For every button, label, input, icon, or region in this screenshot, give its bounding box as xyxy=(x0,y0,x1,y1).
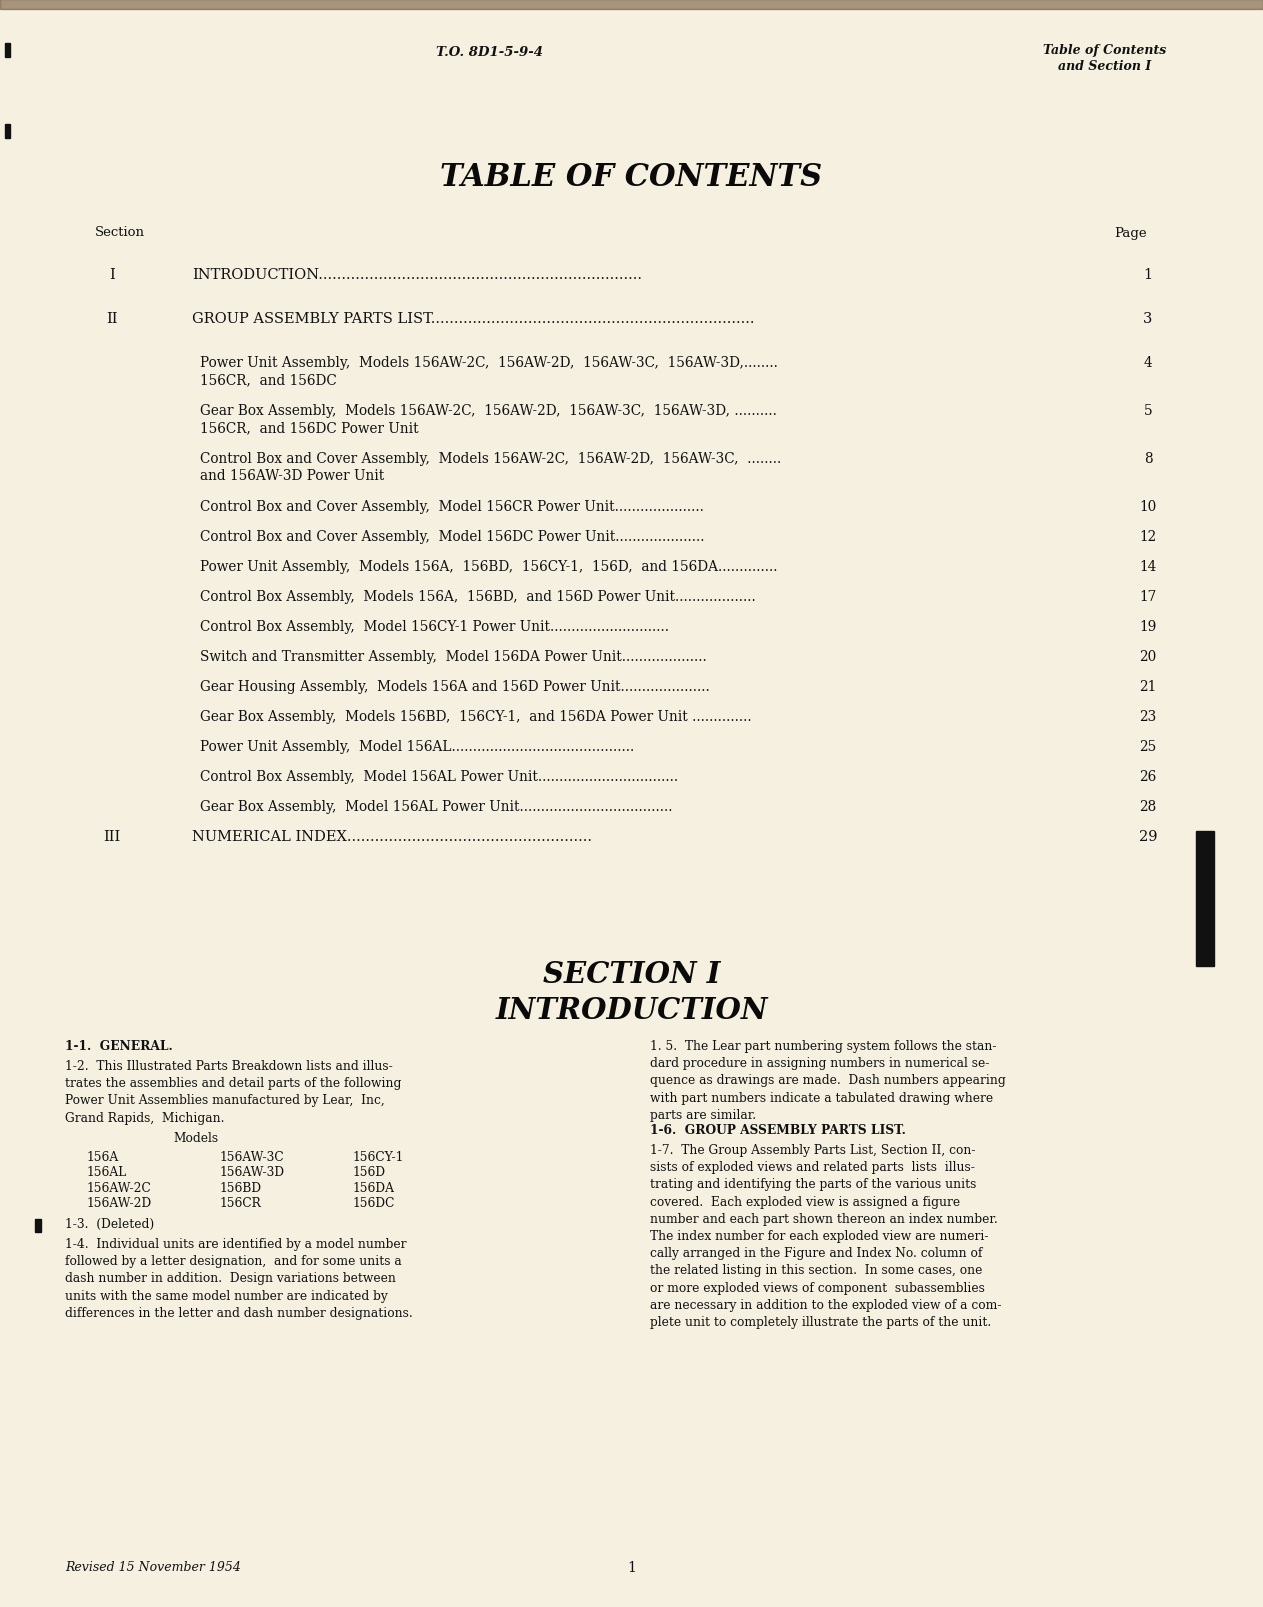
Text: 4: 4 xyxy=(1143,355,1152,370)
Text: 156CR,  and 156DC Power Unit: 156CR, and 156DC Power Unit xyxy=(200,421,418,435)
Text: TABLE OF CONTENTS: TABLE OF CONTENTS xyxy=(441,162,822,193)
Text: Gear Box Assembly,  Model 156AL Power Unit....................................: Gear Box Assembly, Model 156AL Power Uni… xyxy=(200,800,672,813)
Text: 23: 23 xyxy=(1139,710,1157,723)
Text: 156CY-1: 156CY-1 xyxy=(352,1151,404,1163)
Text: 1: 1 xyxy=(626,1560,637,1573)
Text: 17: 17 xyxy=(1139,590,1157,604)
Text: INTRODUCTION: INTRODUCTION xyxy=(495,995,768,1024)
Text: Switch and Transmitter Assembly,  Model 156DA Power Unit....................: Switch and Transmitter Assembly, Model 1… xyxy=(200,649,707,664)
Text: Power Unit Assembly,  Models 156A,  156BD,  156CY-1,  156D,  and 156DA..........: Power Unit Assembly, Models 156A, 156BD,… xyxy=(200,559,778,574)
Text: 28: 28 xyxy=(1139,800,1157,813)
Text: 156AL: 156AL xyxy=(87,1165,128,1180)
Text: 156DC: 156DC xyxy=(352,1197,395,1210)
Text: 26: 26 xyxy=(1139,770,1157,784)
Text: 1-3.  (Deleted): 1-3. (Deleted) xyxy=(64,1216,154,1231)
Text: 156AW-2C: 156AW-2C xyxy=(87,1181,152,1194)
Text: 156AW-2D: 156AW-2D xyxy=(87,1197,153,1210)
Text: 156BD: 156BD xyxy=(220,1181,263,1194)
Text: Control Box Assembly,  Model 156AL Power Unit.................................: Control Box Assembly, Model 156AL Power … xyxy=(200,770,678,784)
Text: 5: 5 xyxy=(1144,403,1152,418)
Text: 1-7.  The Group Assembly Parts List, Section II, con-
sists of exploded views an: 1-7. The Group Assembly Parts List, Sect… xyxy=(650,1143,1002,1327)
Text: Power Unit Assembly,  Models 156AW-2C,  156AW-2D,  156AW-3C,  156AW-3D,........: Power Unit Assembly, Models 156AW-2C, 15… xyxy=(200,355,778,370)
Text: Gear Box Assembly,  Models 156AW-2C,  156AW-2D,  156AW-3C,  156AW-3D, ..........: Gear Box Assembly, Models 156AW-2C, 156A… xyxy=(200,403,777,418)
Text: Control Box and Cover Assembly,  Model 156DC Power Unit.....................: Control Box and Cover Assembly, Model 15… xyxy=(200,530,705,543)
Text: 12: 12 xyxy=(1139,530,1157,543)
Text: 10: 10 xyxy=(1139,500,1157,514)
Text: 1: 1 xyxy=(1143,268,1153,281)
Text: Revised 15 November 1954: Revised 15 November 1954 xyxy=(64,1560,241,1573)
Bar xyxy=(1196,831,1214,966)
Text: 156D: 156D xyxy=(352,1165,386,1180)
Text: II: II xyxy=(106,312,117,326)
Bar xyxy=(35,1220,40,1233)
Text: 8: 8 xyxy=(1144,452,1152,466)
Text: 21: 21 xyxy=(1139,680,1157,694)
Bar xyxy=(5,43,10,58)
Text: Page: Page xyxy=(1114,227,1147,239)
Text: Models: Models xyxy=(173,1131,218,1144)
Text: 156AW-3C: 156AW-3C xyxy=(220,1151,284,1163)
Text: 29: 29 xyxy=(1139,829,1157,844)
Text: 3: 3 xyxy=(1143,312,1153,326)
Text: INTRODUCTION....................................................................: INTRODUCTION............................… xyxy=(192,268,642,281)
Text: 156CR: 156CR xyxy=(220,1197,261,1210)
Bar xyxy=(5,125,10,138)
Text: Section: Section xyxy=(95,227,145,239)
Text: Gear Box Assembly,  Models 156BD,  156CY-1,  and 156DA Power Unit ..............: Gear Box Assembly, Models 156BD, 156CY-1… xyxy=(200,710,751,723)
Text: 1. 5.  The Lear part numbering system follows the stan-
dard procedure in assign: 1. 5. The Lear part numbering system fol… xyxy=(650,1040,1005,1122)
Text: Power Unit Assembly,  Model 156AL...........................................: Power Unit Assembly, Model 156AL........… xyxy=(200,739,634,754)
Text: 1-2.  This Illustrated Parts Breakdown lists and illus-
trates the assemblies an: 1-2. This Illustrated Parts Breakdown li… xyxy=(64,1059,402,1123)
Bar xyxy=(0,0,1263,10)
Text: 156DA: 156DA xyxy=(352,1181,395,1194)
Text: Control Box Assembly,  Model 156CY-1 Power Unit............................: Control Box Assembly, Model 156CY-1 Powe… xyxy=(200,620,669,633)
Text: T.O. 8D1-5-9-4: T.O. 8D1-5-9-4 xyxy=(437,45,543,58)
Text: 156A: 156A xyxy=(87,1151,119,1163)
Text: III: III xyxy=(104,829,121,844)
Text: and 156AW-3D Power Unit: and 156AW-3D Power Unit xyxy=(200,469,384,482)
Text: Control Box and Cover Assembly,  Model 156CR Power Unit.....................: Control Box and Cover Assembly, Model 15… xyxy=(200,500,703,514)
Text: Control Box and Cover Assembly,  Models 156AW-2C,  156AW-2D,  156AW-3C,  .......: Control Box and Cover Assembly, Models 1… xyxy=(200,452,782,466)
Text: 1-1.  GENERAL.: 1-1. GENERAL. xyxy=(64,1040,173,1053)
Text: SECTION I: SECTION I xyxy=(543,959,720,988)
Text: I: I xyxy=(109,268,115,281)
Text: NUMERICAL INDEX.....................................................: NUMERICAL INDEX.........................… xyxy=(192,829,592,844)
Text: 19: 19 xyxy=(1139,620,1157,633)
Text: Control Box Assembly,  Models 156A,  156BD,  and 156D Power Unit................: Control Box Assembly, Models 156A, 156BD… xyxy=(200,590,755,604)
Text: 156AW-3D: 156AW-3D xyxy=(220,1165,285,1180)
Text: 25: 25 xyxy=(1139,739,1157,754)
Text: and Section I: and Section I xyxy=(1058,59,1152,72)
Text: 20: 20 xyxy=(1139,649,1157,664)
Text: 1-4.  Individual units are identified by a model number
followed by a letter des: 1-4. Individual units are identified by … xyxy=(64,1237,413,1319)
Text: Table of Contents: Table of Contents xyxy=(1043,43,1167,56)
Text: 156CR,  and 156DC: 156CR, and 156DC xyxy=(200,373,337,387)
Text: GROUP ASSEMBLY PARTS LIST.......................................................: GROUP ASSEMBLY PARTS LIST...............… xyxy=(192,312,754,326)
Text: 1-6.  GROUP ASSEMBLY PARTS LIST.: 1-6. GROUP ASSEMBLY PARTS LIST. xyxy=(650,1123,906,1136)
Text: Gear Housing Assembly,  Models 156A and 156D Power Unit.....................: Gear Housing Assembly, Models 156A and 1… xyxy=(200,680,710,694)
Text: 14: 14 xyxy=(1139,559,1157,574)
